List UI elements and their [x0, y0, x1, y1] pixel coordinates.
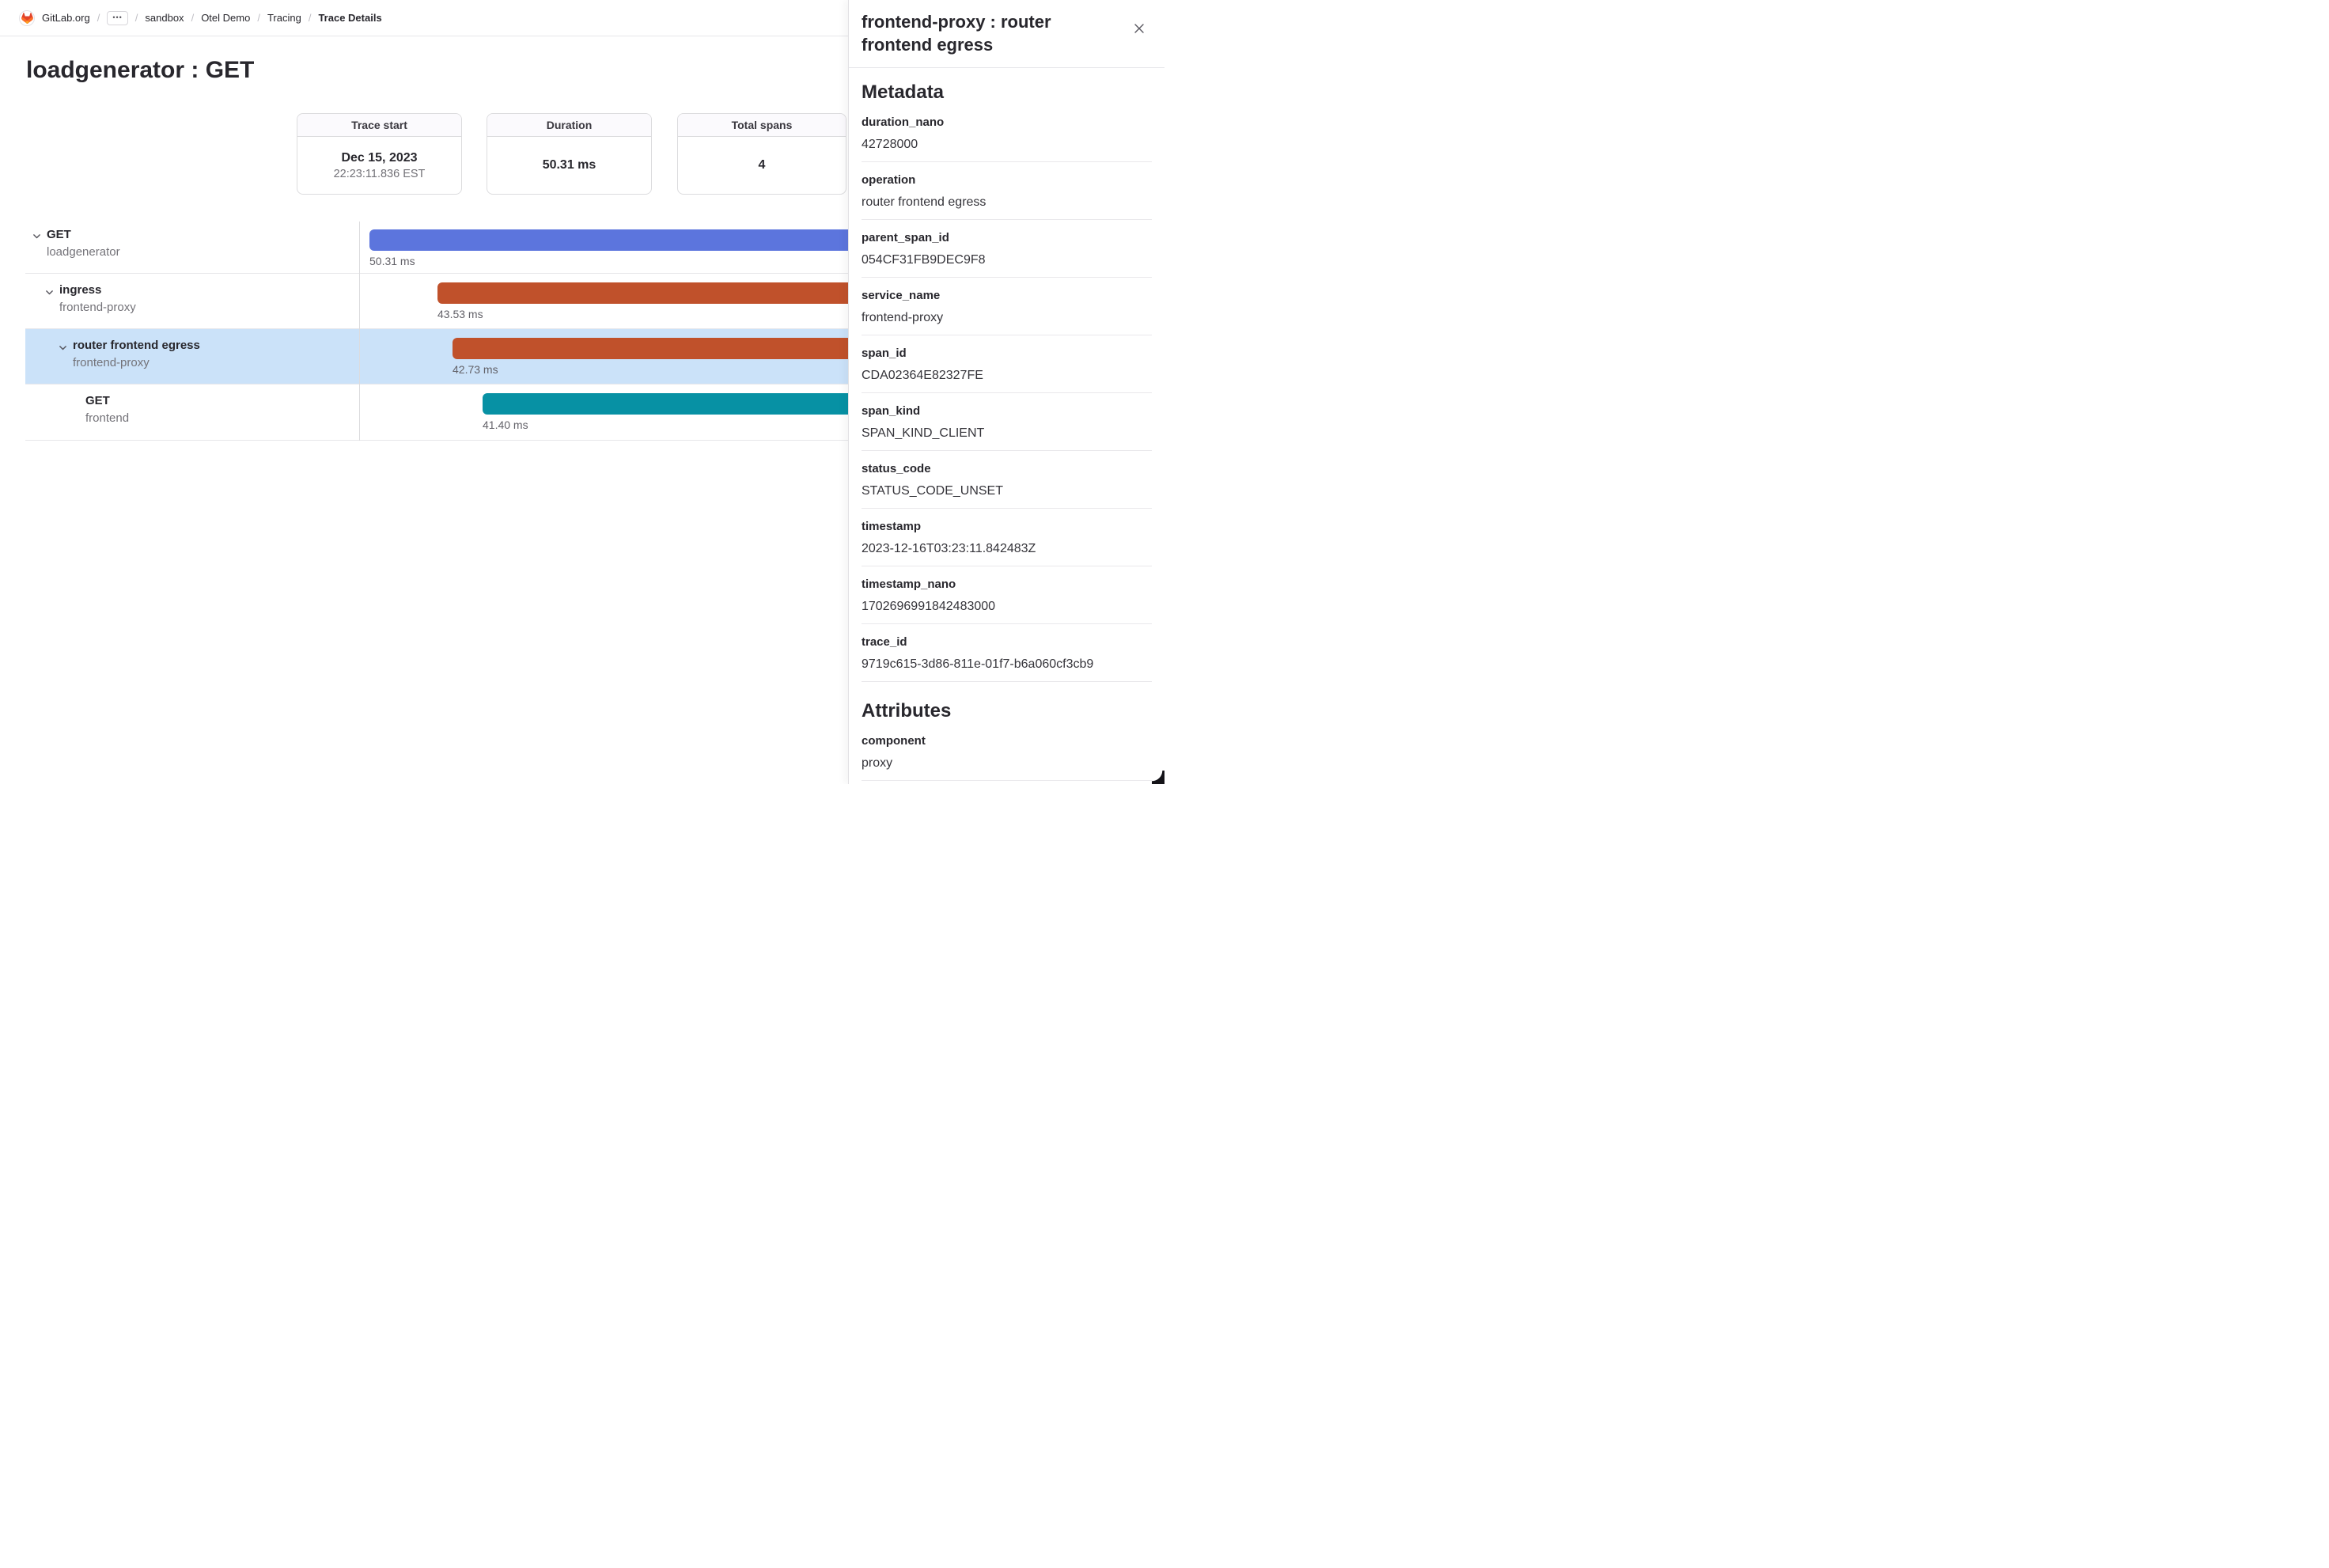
metadata-value: frontend-proxy	[862, 311, 944, 324]
gitlab-tanuki-icon	[21, 12, 33, 24]
breadcrumb-item-trace-details: Trace Details	[318, 12, 382, 24]
breadcrumb-item-tracing[interactable]: Tracing	[267, 12, 301, 24]
metadata-key: operation	[862, 173, 916, 187]
metadata-value: 2023-12-16T03:23:11.842483Z	[862, 542, 1036, 555]
waterfall-divider	[359, 222, 360, 441]
duration-card: Duration 50.31 ms	[487, 113, 652, 195]
breadcrumb-separator: /	[191, 12, 195, 24]
breadcrumb-separator: /	[308, 12, 312, 24]
span-row-ingress[interactable]	[25, 274, 1164, 329]
metadata-value: CDA02364E82327FE	[862, 369, 983, 382]
trace-start-time: 22:23:11.836 EST	[333, 167, 426, 180]
breadcrumb-item-otel-demo[interactable]: Otel Demo	[201, 12, 251, 24]
metadata-field: span_id CDA02364E82327FE	[862, 335, 1152, 393]
metadata-field: duration_nano 42728000	[862, 104, 1152, 162]
metadata-key: parent_span_id	[862, 231, 949, 244]
breadcrumb-item-gitlab-org[interactable]: GitLab.org	[42, 12, 90, 24]
metadata-key: duration_nano	[862, 116, 945, 129]
span-row-get-frontend[interactable]	[25, 384, 1164, 441]
breadcrumb-item-sandbox[interactable]: sandbox	[145, 12, 184, 24]
page-title: loadgenerator : GET	[26, 57, 255, 83]
drawer-body: Metadata duration_nano 42728000 operatio…	[849, 81, 1164, 781]
span-operation: router frontend egress	[73, 339, 200, 352]
chevron-down-icon[interactable]	[44, 287, 55, 297]
span-details-drawer: frontend-proxy : router frontend egress …	[848, 0, 1164, 784]
span-operation: ingress	[59, 283, 102, 297]
close-button[interactable]	[1130, 19, 1149, 38]
metadata-value: 9719c615-3d86-811e-01f7-b6a060cf3cb9	[862, 657, 1094, 671]
metadata-value: 42728000	[862, 138, 918, 151]
span-bar-get-loadgenerator[interactable]	[369, 229, 918, 251]
drawer-header: frontend-proxy : router frontend egress	[849, 0, 1164, 68]
span-duration-label: 50.31 ms	[369, 255, 415, 267]
total-spans-value: 4	[758, 158, 766, 172]
span-bar-router-frontend-egress[interactable]	[453, 338, 918, 359]
window-corner-artifact	[1152, 771, 1164, 784]
trace-start-card-label: Trace start	[297, 114, 461, 137]
span-service: frontend	[85, 411, 130, 425]
breadcrumb-ellipsis-button[interactable]: •••	[107, 10, 128, 25]
metadata-value: SPAN_KIND_CLIENT	[862, 426, 985, 440]
total-spans-card: Total spans 4	[677, 113, 846, 195]
metadata-field: operation router frontend egress	[862, 162, 1152, 220]
span-operation: GET	[85, 394, 110, 407]
metadata-key: timestamp	[862, 520, 922, 533]
span-duration-label: 42.73 ms	[453, 363, 498, 376]
metadata-field: service_name frontend-proxy	[862, 278, 1152, 335]
trace-start-card: Trace start Dec 15, 2023 22:23:11.836 ES…	[297, 113, 462, 195]
metadata-heading: Metadata	[862, 81, 945, 103]
metadata-key: status_code	[862, 462, 931, 475]
breadcrumb-separator: /	[97, 12, 100, 24]
span-row-get-loadgenerator[interactable]	[25, 222, 1164, 274]
metadata-field: trace_id 9719c615-3d86-811e-01f7-b6a060c…	[862, 624, 1152, 682]
metadata-value: 054CF31FB9DEC9F8	[862, 253, 986, 267]
metadata-value: router frontend egress	[862, 195, 987, 209]
metadata-value: 1702696991842483000	[862, 600, 996, 613]
attribute-key: component	[862, 734, 926, 748]
span-service: frontend-proxy	[59, 301, 136, 314]
span-service: frontend-proxy	[73, 356, 150, 369]
metadata-field: timestamp_nano 1702696991842483000	[862, 566, 1152, 624]
gitlab-group-avatar[interactable]	[19, 9, 35, 26]
close-icon	[1133, 22, 1146, 35]
metadata-field: parent_span_id 054CF31FB9DEC9F8	[862, 220, 1152, 278]
breadcrumb-separator: /	[134, 12, 138, 24]
metadata-key: span_kind	[862, 404, 921, 418]
breadcrumb-separator: /	[257, 12, 260, 24]
total-spans-card-label: Total spans	[678, 114, 846, 137]
duration-card-label: Duration	[487, 114, 651, 137]
span-duration-label: 41.40 ms	[483, 419, 528, 431]
metadata-key: timestamp_nano	[862, 578, 956, 591]
span-duration-label: 43.53 ms	[437, 308, 483, 320]
trace-details-page: GitLab.org / ••• / sandbox / Otel Demo /…	[0, 0, 1164, 784]
chevron-down-icon[interactable]	[32, 231, 42, 241]
metadata-value: STATUS_CODE_UNSET	[862, 484, 1003, 498]
metadata-field: status_code STATUS_CODE_UNSET	[862, 451, 1152, 509]
attribute-field: component proxy	[862, 723, 1152, 781]
metadata-field: span_kind SPAN_KIND_CLIENT	[862, 393, 1152, 451]
trace-start-date: Dec 15, 2023	[341, 150, 418, 165]
drawer-title: frontend-proxy : router frontend egress	[862, 12, 1051, 55]
breadcrumb: GitLab.org / ••• / sandbox / Otel Demo /…	[19, 9, 382, 26]
attribute-value: proxy	[862, 756, 893, 770]
span-bar-get-frontend[interactable]	[483, 393, 918, 415]
metadata-key: service_name	[862, 289, 941, 302]
attributes-heading: Attributes	[862, 700, 952, 722]
span-service: loadgenerator	[47, 245, 120, 259]
chevron-down-icon[interactable]	[58, 343, 68, 353]
span-bar-ingress[interactable]	[437, 282, 918, 304]
duration-value: 50.31 ms	[542, 158, 596, 172]
metadata-key: trace_id	[862, 635, 907, 649]
metadata-key: span_id	[862, 347, 907, 360]
span-operation: GET	[47, 228, 71, 241]
metadata-field: timestamp 2023-12-16T03:23:11.842483Z	[862, 509, 1152, 566]
